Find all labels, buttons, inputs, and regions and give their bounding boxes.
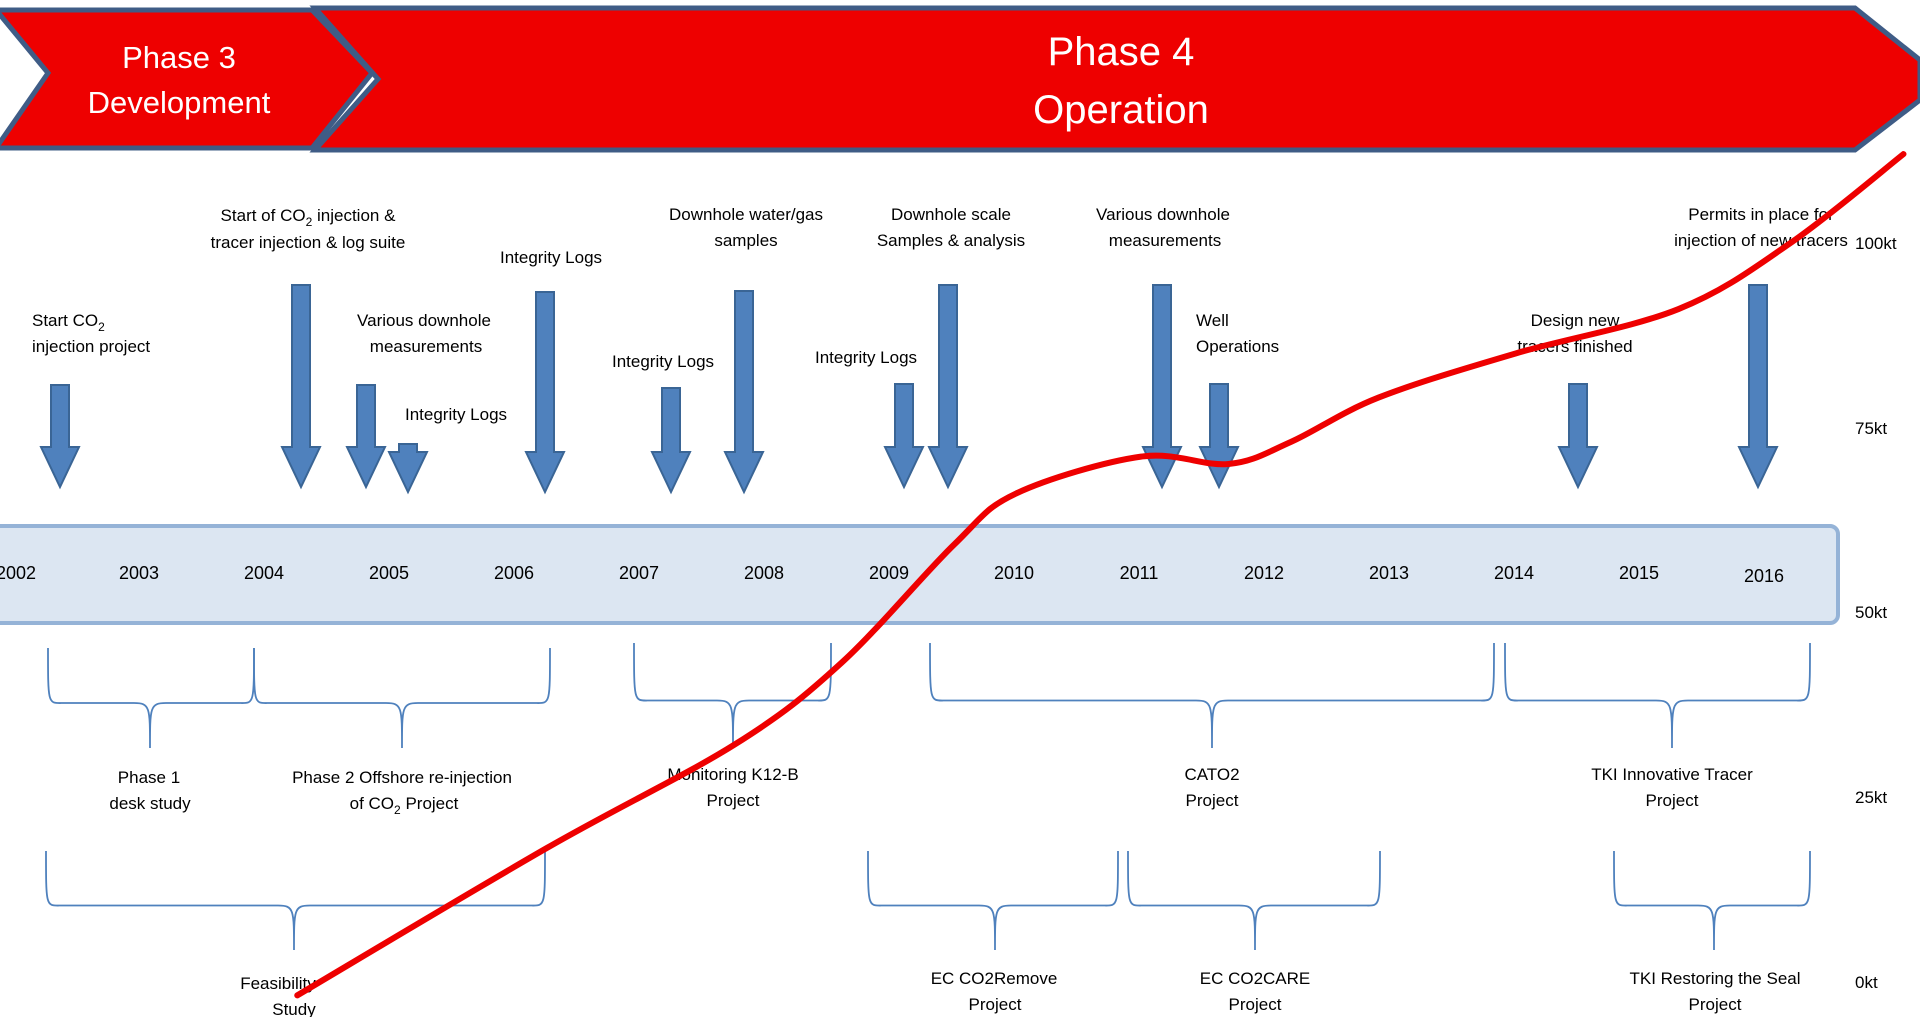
y-tick-label: 75kt (1855, 419, 1887, 438)
down-arrow-icon (524, 291, 566, 495)
phase-4-title: Phase 4 (1048, 30, 1195, 74)
event-water-gas-samples-line2: samples (714, 231, 777, 250)
event-various-downhole-2011-line2: measurements (1109, 231, 1221, 250)
y-tick-label: 0kt (1855, 973, 1878, 992)
timeline-bar (0, 524, 1840, 625)
down-arrow-icon (387, 443, 429, 495)
down-arrow-icon (1557, 383, 1599, 490)
phase-4-subtitle: Operation (1033, 88, 1209, 132)
phase-3-subtitle: Development (88, 85, 271, 120)
down-arrow-icon (723, 290, 765, 495)
down-arrow-icon (1141, 284, 1183, 490)
project-co2remove: EC CO2Remove (931, 969, 1058, 988)
event-integrity-logs-2009: Integrity Logs (815, 348, 917, 367)
down-arrow-icon (927, 284, 969, 490)
project-brace (867, 850, 1119, 951)
year-label: 2006 (494, 563, 534, 583)
phase-3-title: Phase 3 (122, 40, 236, 75)
project-brace (929, 642, 1495, 749)
project-tki-seal: TKI Restoring the Seal (1629, 969, 1800, 988)
y-tick-label: 50kt (1855, 603, 1887, 622)
phase-4-chevron (309, 5, 1920, 153)
event-permits-tracers: Permits in place for (1688, 205, 1834, 224)
event-design-tracers: Design new (1531, 311, 1621, 330)
event-various-downhole-2005: Various downhole (357, 311, 491, 330)
project-phase1: Phase 1 (118, 768, 180, 787)
year-label: 2004 (244, 563, 284, 583)
project-tki-seal-line2: Project (1689, 995, 1742, 1014)
phase-3-chevron (0, 7, 376, 151)
event-start-injection: Start of CO2 injection & (221, 206, 397, 229)
project-brace (253, 647, 551, 749)
down-arrow-icon (280, 284, 322, 490)
project-tki-tracer: TKI Innovative Tracer (1591, 765, 1753, 784)
injection-curve-line (294, 151, 1907, 999)
event-start-injection-line2: tracer injection & log suite (211, 233, 406, 252)
event-start-co2-project-line2: injection project (32, 337, 150, 356)
project-brace (47, 647, 255, 749)
injection-curve-layer (294, 151, 1907, 999)
year-label: 2007 (619, 563, 659, 583)
year-label: 2013 (1369, 563, 1409, 583)
year-label: 2008 (744, 563, 784, 583)
event-scale-samples-line2: Samples & analysis (877, 231, 1025, 250)
project-feasibility: Feasibility (240, 974, 316, 993)
down-arrow-icon (1737, 284, 1779, 490)
project-phase2: Phase 2 Offshore re-injection (292, 768, 512, 787)
project-cato2: CATO2 (1184, 765, 1239, 784)
year-label: 2015 (1619, 563, 1659, 583)
phase-banners: Phase 3 Development Phase 4 Operation (0, 5, 1920, 153)
project-brace (1613, 850, 1811, 951)
year-label: 2010 (994, 563, 1034, 583)
event-water-gas-samples: Downhole water/gas (669, 205, 823, 224)
project-labels: Phase 1 desk study Phase 2 Offshore re-i… (109, 765, 1800, 1017)
down-arrow-icon (883, 383, 925, 490)
project-brace (1127, 850, 1381, 951)
year-label: 2005 (369, 563, 409, 583)
event-various-downhole-2011: Various downhole (1096, 205, 1230, 224)
project-co2care-line2: Project (1229, 995, 1282, 1014)
y-axis: 100kt 75kt 50kt 25kt 0kt (1855, 234, 1897, 992)
event-arrows (39, 284, 1779, 495)
project-brace (45, 850, 546, 951)
event-permits-tracers-line2: injection of new tracers (1674, 231, 1848, 250)
year-label: 2011 (1120, 563, 1159, 583)
event-integrity-logs-2007: Integrity Logs (612, 352, 714, 371)
event-design-tracers-line2: tracers finished (1517, 337, 1632, 356)
event-well-operations: Well (1196, 311, 1229, 330)
down-arrow-icon (1198, 383, 1240, 490)
project-co2remove-line2: Project (969, 995, 1022, 1014)
year-label: 2002 (0, 563, 36, 583)
down-arrow-icon (650, 387, 692, 495)
year-label: 2003 (119, 563, 159, 583)
event-integrity-logs-2006: Integrity Logs (500, 248, 602, 267)
year-label: 2016 (1744, 566, 1784, 586)
down-arrow-icon (39, 384, 81, 490)
y-tick-label: 25kt (1855, 788, 1887, 807)
y-tick-label: 100kt (1855, 234, 1897, 253)
project-phase1-line2: desk study (109, 794, 191, 813)
event-well-operations-line2: Operations (1196, 337, 1279, 356)
timeline: 2002 2003 2004 2005 2006 2007 2008 2009 2010 2011… (0, 524, 1840, 625)
project-phase2-line2: of CO2 Project (350, 794, 459, 817)
project-braces (45, 642, 1811, 951)
year-label: 2009 (869, 563, 909, 583)
year-label: 2012 (1244, 563, 1284, 583)
project-tki-tracer-line2: Project (1646, 791, 1699, 810)
project-brace (1504, 642, 1811, 749)
down-arrow-icon (345, 384, 387, 490)
event-scale-samples: Downhole scale (891, 205, 1011, 224)
project-co2care: EC CO2CARE (1200, 969, 1311, 988)
event-integrity-logs-2005: Integrity Logs (405, 405, 507, 424)
event-start-co2-project: Start CO2 (32, 311, 105, 334)
project-cato2-line2: Project (1186, 791, 1239, 810)
project-feasibility-line2: Study (272, 1000, 316, 1017)
project-k12b: Monitoring K12-B (667, 765, 798, 784)
year-label: 2014 (1494, 563, 1534, 583)
event-various-downhole-2005-line2: measurements (370, 337, 482, 356)
project-k12b-line2: Project (707, 791, 760, 810)
